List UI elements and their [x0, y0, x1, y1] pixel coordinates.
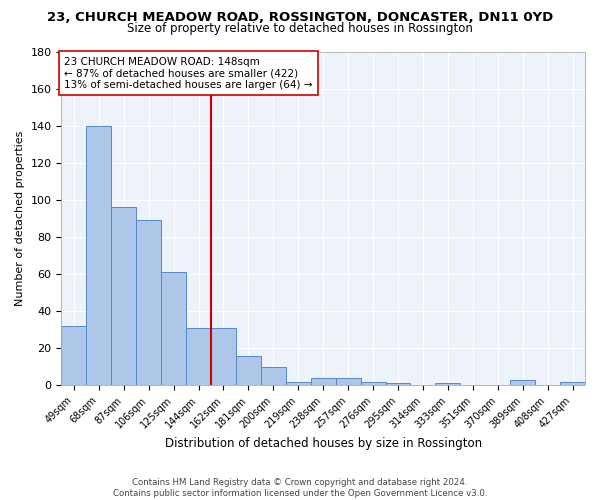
Bar — [386, 384, 410, 386]
Bar — [361, 382, 386, 386]
Bar — [111, 208, 136, 386]
Bar — [86, 126, 111, 386]
Bar — [236, 356, 261, 386]
Bar — [436, 384, 460, 386]
Text: Size of property relative to detached houses in Rossington: Size of property relative to detached ho… — [127, 22, 473, 35]
Text: 23, CHURCH MEADOW ROAD, ROSSINGTON, DONCASTER, DN11 0YD: 23, CHURCH MEADOW ROAD, ROSSINGTON, DONC… — [47, 11, 553, 24]
Y-axis label: Number of detached properties: Number of detached properties — [15, 130, 25, 306]
Text: 23 CHURCH MEADOW ROAD: 148sqm
← 87% of detached houses are smaller (422)
13% of : 23 CHURCH MEADOW ROAD: 148sqm ← 87% of d… — [64, 56, 313, 90]
Bar — [311, 378, 335, 386]
Bar — [186, 328, 211, 386]
Bar — [286, 382, 311, 386]
Bar — [261, 367, 286, 386]
Bar — [136, 220, 161, 386]
X-axis label: Distribution of detached houses by size in Rossington: Distribution of detached houses by size … — [164, 437, 482, 450]
Bar — [335, 378, 361, 386]
Bar — [211, 328, 236, 386]
Bar — [61, 326, 86, 386]
Bar — [560, 382, 585, 386]
Bar — [161, 272, 186, 386]
Bar — [510, 380, 535, 386]
Text: Contains HM Land Registry data © Crown copyright and database right 2024.
Contai: Contains HM Land Registry data © Crown c… — [113, 478, 487, 498]
